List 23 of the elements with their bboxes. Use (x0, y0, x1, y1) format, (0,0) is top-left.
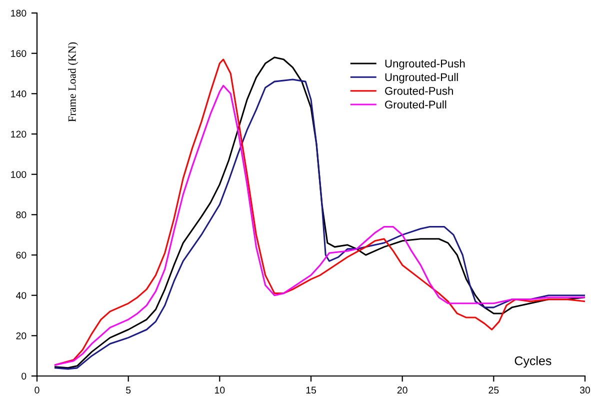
y-tick-label: 140 (11, 90, 26, 98)
x-axis-title: Cycles (514, 356, 552, 368)
y-tick-label: 120 (11, 130, 26, 138)
x-tick-label: 10 (215, 386, 225, 394)
y-tick-label: 180 (11, 10, 26, 17)
y-tick-label: 40 (16, 292, 26, 299)
x-tick-label: 5 (126, 386, 131, 394)
legend-label: Ungrouted-Pull (385, 72, 458, 84)
x-tick-label: 0 (34, 386, 40, 394)
x-tick-label: 30 (580, 386, 590, 394)
legend-label: Grouted-Push (385, 86, 453, 95)
y-tick-label: 100 (11, 171, 26, 178)
legend-label: Grouted-Pull (385, 100, 446, 109)
x-tick-label: 15 (306, 386, 316, 394)
y-axis-title: Frame Load (KN) (68, 42, 78, 122)
x-tick-label: 25 (488, 386, 499, 394)
legend-label: Ungrouted-Push (385, 59, 465, 70)
y-tick-label: 0 (22, 372, 26, 380)
y-tick-label: 60 (16, 252, 26, 259)
y-tick-label: 80 (16, 211, 26, 218)
y-tick-label: 20 (16, 332, 26, 340)
y-tick-label: 160 (11, 50, 26, 57)
x-tick-label: 20 (397, 386, 408, 394)
